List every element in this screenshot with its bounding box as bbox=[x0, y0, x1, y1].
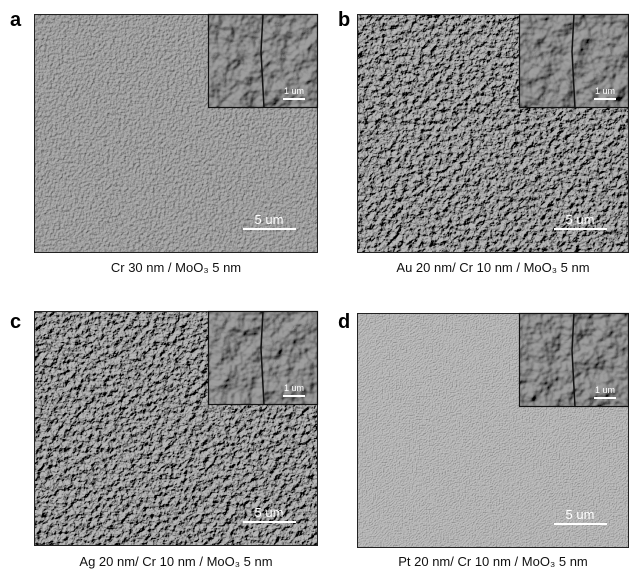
panel-letter: b bbox=[338, 9, 350, 31]
panel: d 1 um 5 um Pt 20 nm/ Cr 10 nm / MoO₃ 5 nm bbox=[338, 311, 629, 569]
caption: Ag 20 nm/ Cr 10 nm / MoO₃ 5 nm bbox=[79, 554, 272, 569]
inset-scale-label: 1 um bbox=[284, 383, 304, 393]
inset-scale-label: 1 um bbox=[284, 86, 304, 96]
panel: a 1 um 5 um Cr 30 nm / MoO₃ 5 nm bbox=[10, 9, 318, 275]
figure: a 1 um 5 um Cr 30 nm / MoO₃ 5 nm b 1 um 5 um Au… bbox=[0, 0, 629, 571]
inset-scale-label: 1 um bbox=[595, 86, 615, 96]
scale-label: 5 um bbox=[255, 505, 284, 520]
panel-letter: c bbox=[10, 311, 21, 333]
inset-scale-label: 1 um bbox=[595, 385, 615, 395]
panel: c 1 um 5 um Ag 20 nm/ Cr 10 nm / MoO₃ 5 nm bbox=[10, 311, 318, 569]
caption: Pt 20 nm/ Cr 10 nm / MoO₃ 5 nm bbox=[398, 554, 588, 569]
scale-label: 5 um bbox=[566, 212, 595, 227]
panel: b 1 um 5 um Au 20 nm/ Cr 10 nm / MoO₃ 5 nm bbox=[338, 9, 629, 275]
panel-letter: d bbox=[338, 311, 350, 333]
panel-letter: a bbox=[10, 9, 22, 31]
caption: Cr 30 nm / MoO₃ 5 nm bbox=[111, 260, 241, 275]
scale-label: 5 um bbox=[255, 212, 284, 227]
scale-label: 5 um bbox=[566, 507, 595, 522]
caption: Au 20 nm/ Cr 10 nm / MoO₃ 5 nm bbox=[396, 260, 589, 275]
